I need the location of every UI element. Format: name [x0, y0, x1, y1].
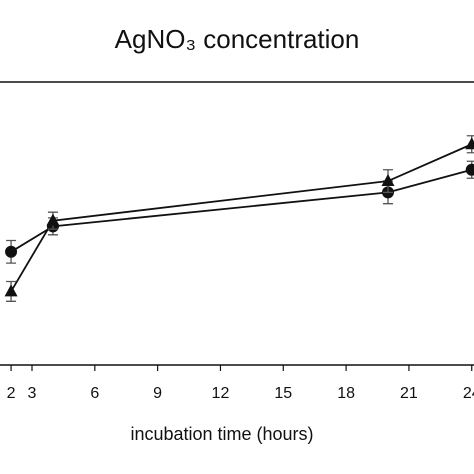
- series-line: [10, 168, 472, 253]
- data-point: [4, 284, 18, 297]
- x-tick-label: 6: [90, 385, 99, 402]
- x-tick-label: 21: [400, 385, 418, 402]
- data-point: [465, 137, 474, 150]
- x-axis-label: incubation time (hours): [130, 424, 313, 444]
- x-tick-label: 15: [274, 385, 292, 402]
- x-tick-label: 12: [212, 385, 230, 402]
- x-tick-label: 2: [7, 385, 16, 402]
- x-tick-label: 3: [28, 385, 37, 402]
- chart-title: AgNO₃ concentration: [115, 24, 360, 54]
- x-tick-label: 9: [153, 385, 162, 402]
- data-point: [46, 213, 60, 226]
- data-point: [465, 163, 474, 176]
- series-line: [10, 143, 473, 292]
- data-point: [381, 174, 395, 187]
- x-tick-label: 18: [337, 385, 355, 402]
- x-tick-label: 24: [463, 385, 474, 402]
- data-point: [5, 245, 18, 258]
